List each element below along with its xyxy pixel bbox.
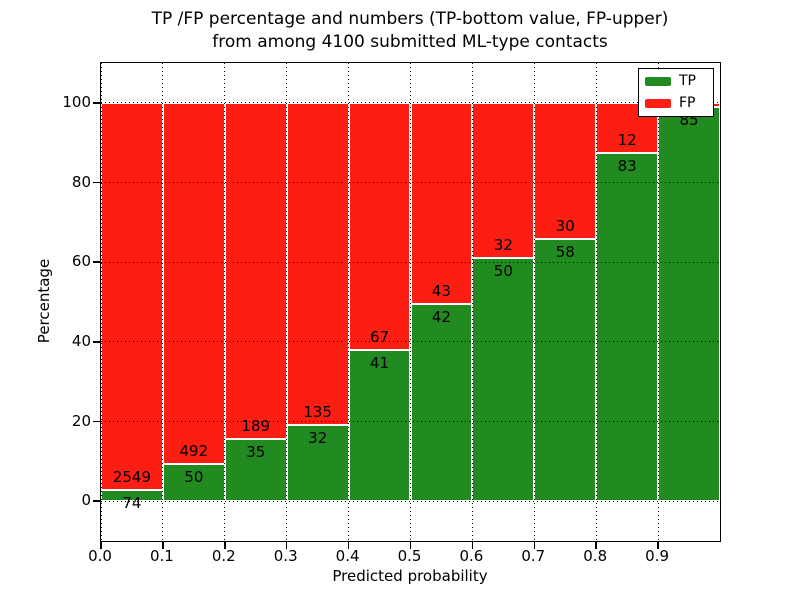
x-tick [162, 542, 164, 549]
bar-label-tp: 74 [122, 493, 142, 512]
y-tick-label: 80 [71, 172, 91, 191]
x-tick-label: 0.2 [211, 547, 236, 565]
gridline-vertical [162, 63, 164, 541]
gridline-vertical [533, 63, 535, 541]
x-tick [471, 542, 474, 549]
gridline-horizontal [101, 182, 720, 183]
x-tick-label: 0.4 [335, 547, 360, 565]
bar-segment-tp [162, 464, 225, 502]
bar-segment-fp [472, 102, 535, 259]
bar-label-tp: 32 [308, 428, 328, 447]
y-tick-label: 40 [71, 331, 91, 350]
bar-segment-tp [286, 424, 349, 502]
y-tick-label: 20 [71, 411, 91, 430]
gridline-horizontal [101, 261, 720, 263]
y-tick [92, 420, 100, 423]
x-tick [100, 542, 102, 549]
x-tick [224, 542, 226, 549]
bar-label-fp: 30 [555, 216, 575, 235]
y-tick-label: 100 [62, 92, 91, 111]
bar-segment-fp [101, 102, 163, 490]
y-tick-label: 0 [81, 491, 91, 510]
x-tick [347, 542, 350, 549]
x-tick-label: 0.9 [645, 547, 670, 565]
y-tick [92, 102, 100, 104]
gridline-horizontal [101, 341, 720, 343]
gridline-vertical [410, 63, 411, 541]
legend-entry-fp: FP [645, 96, 707, 111]
bar-segment-tp [596, 153, 659, 502]
bar-label-fp: 32 [493, 236, 513, 255]
bar-label-tp: 58 [555, 242, 575, 261]
chart-title-line2: from among 4100 submitted ML-type contac… [212, 32, 608, 52]
bar-label-fp: 189 [241, 416, 271, 435]
gridline-vertical [595, 63, 597, 541]
bar-segment-fp [162, 102, 225, 465]
y-tick [92, 341, 100, 343]
legend-entry-tp: TP [645, 74, 707, 89]
plot-area: TP FP 2549 74 492 50 189 35 135 32 67 41 43 42 32 50 30… [92, 62, 721, 549]
gridline-vertical [100, 63, 102, 541]
gridline-horizontal [101, 421, 720, 422]
chart-title-line1: TP /FP percentage and numbers (TP-bottom… [151, 9, 669, 29]
bar-label-fp: 2549 [112, 467, 152, 486]
gridline-horizontal [101, 102, 720, 104]
chart-title: TP /FP percentage and numbers (TP-bottom… [90, 8, 730, 54]
y-tick-label: 60 [71, 252, 91, 271]
bar-segment-tp [658, 107, 720, 502]
bar-segment-fp [410, 102, 473, 305]
bar-label-tp: 83 [617, 157, 637, 176]
bar-segment-tp [348, 349, 411, 502]
y-tick [92, 181, 100, 184]
gridline-vertical [657, 63, 659, 541]
bar-label-tp: 42 [431, 308, 451, 327]
x-tick [285, 542, 288, 549]
y-tick [92, 261, 100, 263]
bar-label-fp: 12 [617, 131, 637, 150]
legend-label-tp: TP [679, 73, 696, 89]
gridline-vertical [286, 63, 288, 541]
gridline-vertical [471, 63, 473, 541]
x-axis-label: Predicted probability [332, 567, 488, 585]
bar-label-fp: 492 [179, 442, 209, 461]
bar-label-fp: 135 [303, 402, 332, 421]
bar-label-fp: 67 [369, 327, 390, 346]
x-tick-label: 0.8 [583, 547, 608, 565]
bar-label-tp: 35 [246, 442, 266, 461]
bar-label-tp: 50 [493, 262, 513, 281]
bar-segment-tp [410, 304, 473, 502]
x-tick [409, 542, 412, 549]
bar-segment-fp [224, 102, 287, 439]
legend-label-fp: FP [679, 95, 696, 111]
gridline-vertical [348, 63, 350, 541]
x-tick-label: 0.7 [521, 547, 546, 565]
x-tick-label: 0.0 [88, 547, 112, 565]
bar-label-fp: 43 [431, 282, 451, 301]
y-tick [92, 500, 100, 502]
bar-segment-fp [348, 102, 411, 350]
bar-segment-fp [286, 102, 349, 425]
legend-swatch-tp [645, 77, 671, 86]
x-tick [595, 542, 597, 549]
x-tick-label: 0.6 [459, 547, 484, 565]
bar-label-tp: 50 [184, 468, 204, 487]
bar-segment-tp [472, 258, 535, 502]
x-tick [533, 542, 536, 549]
x-tick [657, 542, 659, 549]
x-tick-label: 0.3 [273, 547, 298, 565]
y-axis-label: Percentage [35, 258, 53, 344]
bar-segment-tp [534, 238, 597, 502]
legend: TP FP [638, 68, 714, 117]
gridline-horizontal [101, 500, 720, 502]
bar-label-tp: 41 [369, 353, 390, 372]
x-tick-label: 0.5 [397, 547, 422, 565]
x-tick-label: 0.1 [149, 547, 174, 565]
gridline-vertical [224, 63, 226, 541]
legend-swatch-fp [645, 99, 671, 108]
